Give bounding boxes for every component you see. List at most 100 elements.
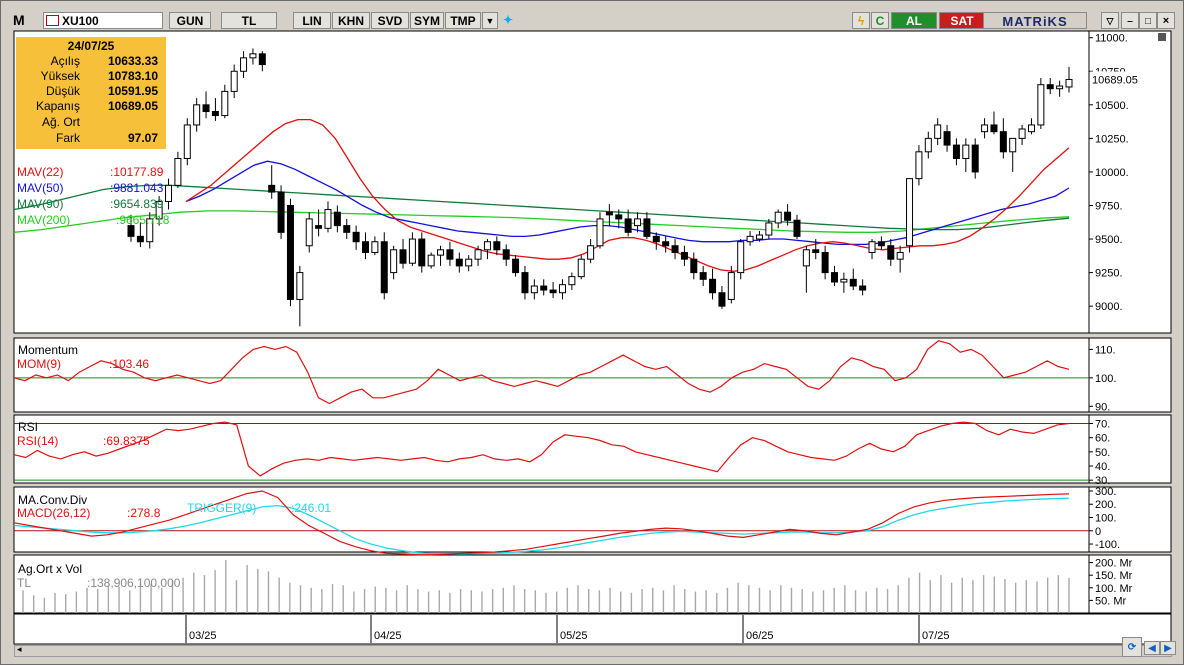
y-tick-label: 9250.	[1095, 268, 1123, 280]
candle-body	[474, 249, 482, 260]
collapse-icon[interactable]: ▽	[1101, 12, 1119, 29]
candle-body	[999, 131, 1007, 153]
date-tick-label: 07/25	[922, 630, 950, 642]
button-sym[interactable]: SYM	[410, 12, 444, 29]
y-tick-label: 50. Mr	[1095, 595, 1127, 607]
panel-frame-3	[13, 486, 1172, 553]
maximize-icon[interactable]: □	[1139, 12, 1157, 29]
candle-body	[127, 225, 135, 237]
candle-body	[596, 218, 604, 247]
candle-body	[737, 241, 745, 274]
symbol-selector[interactable]: XU100	[43, 12, 163, 29]
buy-button[interactable]: AL	[891, 12, 937, 29]
candle-body	[352, 231, 360, 243]
template-dropdown-icon[interactable]: ▼	[482, 12, 498, 29]
candle-body	[924, 137, 932, 153]
candle-body	[277, 191, 285, 233]
date-tick-label: 06/25	[746, 630, 774, 642]
candle-body	[831, 272, 838, 283]
macd-line	[13, 490, 1070, 556]
candle-body	[1046, 84, 1054, 90]
candle-body	[981, 124, 989, 133]
twitter-icon[interactable]: ✦	[499, 12, 517, 29]
y-tick-label: -100.	[1095, 539, 1120, 551]
pan-left-icon[interactable]: ◀	[1144, 641, 1160, 655]
candle-body	[662, 241, 670, 247]
candle-body	[362, 241, 369, 253]
candle-body	[221, 90, 229, 117]
y-tick-label: 100.	[1095, 513, 1116, 525]
brand-logo: MATRiKS	[983, 12, 1087, 29]
candle-body	[437, 249, 445, 256]
legend-macd: MACD(26,12) :278.8	[17, 506, 161, 520]
currency-button-tl[interactable]: TL	[221, 12, 277, 29]
candle-body	[399, 249, 407, 264]
candle-body	[840, 278, 848, 283]
candle-body	[877, 241, 885, 247]
candle-body	[146, 218, 154, 243]
candle-body	[380, 241, 388, 294]
sync-icon[interactable]: ⟳	[1122, 637, 1142, 657]
candle-body	[333, 211, 341, 227]
scroll-left-icon[interactable]: ◂	[17, 644, 22, 654]
y-tick-label: 11000.	[1095, 33, 1128, 45]
y-tick-label: 110.	[1095, 344, 1116, 356]
pan-right-icon[interactable]: ▶	[1160, 641, 1176, 655]
y-tick-label: 0	[1095, 526, 1101, 538]
minimize-icon[interactable]: –	[1121, 12, 1139, 29]
candle-body	[812, 249, 820, 253]
candle-body	[390, 249, 398, 274]
lightning-icon[interactable]: ϟ	[852, 12, 870, 29]
candle-body	[521, 272, 529, 294]
toolbar: M XU100 GUN TL LIN KHN SVD SYM TMP ▼ ✦ ϟ…	[7, 11, 1175, 30]
mav22-line	[185, 118, 1070, 272]
y-tick-label: 150. Mr	[1095, 570, 1133, 582]
candle-body	[371, 241, 379, 253]
sell-button[interactable]: SAT	[939, 12, 985, 29]
y-tick-label: 200. Mr	[1095, 558, 1133, 570]
button-svd[interactable]: SVD	[371, 12, 409, 29]
rsi-line	[13, 421, 1070, 477]
candle-body	[1018, 128, 1026, 139]
candle-body	[690, 258, 698, 274]
candle-body	[643, 218, 651, 237]
candle-body	[652, 235, 660, 243]
candle-body	[755, 234, 763, 240]
y-tick-label: 40.	[1095, 461, 1110, 473]
legend-mav22: MAV(22) :10177.89	[17, 165, 164, 179]
candle-body	[230, 70, 238, 92]
ohlc-info-box: 24/07/25 Açılış 10633.33 Yüksek 10783.10 D…	[16, 37, 166, 149]
candle-body	[943, 131, 951, 146]
info-row-close: Kapanış 10689.05	[35, 99, 158, 113]
candle-body	[793, 219, 801, 237]
template-button-tmp[interactable]: TMP	[445, 12, 481, 29]
period-button-gun[interactable]: GUN	[169, 12, 211, 29]
style-button-khn[interactable]: KHN	[332, 12, 370, 29]
candle-body	[483, 241, 491, 251]
y-tick-label: 9000.	[1095, 301, 1123, 313]
panel-frame-1	[13, 337, 1172, 413]
legend-mav90: MAV(90) :9654.839	[17, 197, 164, 211]
legend-mav200: MAV(200) :9665.718	[17, 213, 170, 227]
candle-body	[615, 214, 623, 220]
y-tick-label: 9500.	[1095, 234, 1123, 246]
candle-body	[211, 111, 219, 117]
chart-icon	[46, 15, 59, 26]
candle-body	[446, 249, 454, 260]
candle-body	[587, 245, 595, 260]
candle-body	[549, 289, 557, 294]
close-icon[interactable]: ×	[1157, 12, 1175, 29]
y-tick-label: 300.	[1095, 486, 1116, 498]
scale-button-lin[interactable]: LIN	[293, 12, 331, 29]
candle-body	[183, 124, 191, 160]
refresh-icon[interactable]: C	[871, 12, 889, 29]
candle-body	[1009, 137, 1017, 153]
y-tick-label: 50.	[1095, 447, 1110, 459]
y-tick-label: 60.	[1095, 433, 1110, 445]
candle-body	[821, 251, 829, 274]
scale-handle-icon	[1158, 33, 1166, 41]
horizontal-scrollbar[interactable]: ◂ ▸	[14, 644, 1172, 657]
y-tick-label: 200.	[1095, 499, 1116, 511]
mav200-line	[13, 210, 1070, 233]
